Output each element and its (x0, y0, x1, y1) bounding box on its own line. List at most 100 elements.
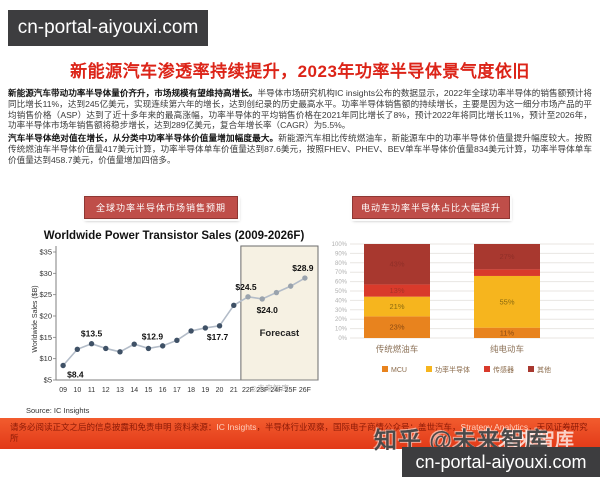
x-tick-label: 12 (102, 387, 110, 394)
y-tick-label: 80% (335, 261, 348, 267)
data-point (259, 296, 265, 302)
paragraph-lead: 新能源汽车带动功率半导体量价齐升，市场规模有望维持高增长。 (8, 88, 258, 98)
data-point (131, 341, 137, 347)
x-tick-label: 10 (73, 387, 81, 394)
bar-segment-MCU (364, 316, 430, 338)
band-logo-watermark: 未来智库 (498, 430, 575, 451)
paragraph: 汽车半导体绝对值在增长，从分类中功率半导体价值量增加幅度最大。新能源汽车相比传统… (8, 133, 592, 165)
x-tick-label: 18 (187, 387, 195, 394)
footer-segment: 请务必阅读正文之后的信息披露和免责申明 资料来源： (10, 422, 217, 432)
line-chart: Worldwide Power Transistor Sales (2009-2… (26, 230, 322, 422)
footer-segment: IC Insights (216, 422, 257, 432)
top-watermark-text: cn-portal-aiyouxi.com (17, 17, 199, 38)
data-label: $24.0 (257, 305, 279, 315)
data-label: $17.7 (207, 332, 229, 342)
y-tick-label: 100% (332, 242, 348, 248)
x-tick-label: 13 (116, 387, 124, 394)
bar-segment-其他 (364, 244, 430, 285)
data-point (188, 328, 194, 334)
footer-segment: ，半导体行业观察，国际电子商情公众号：盖世汽车， (256, 422, 461, 432)
footer-segment: ，天风证券研究所 (10, 422, 588, 443)
bottom-watermark-bar: cn-portal-aiyouxi.com (402, 447, 600, 477)
x-tick-label: 20 (216, 387, 224, 394)
paragraph-lead: 汽车半导体绝对值在增长，从分类中功率半导体价值量增加幅度最大。 (8, 133, 279, 144)
legend-label: 功率半导体 (435, 365, 470, 374)
x-tick-label: 25F (285, 387, 297, 394)
y-tick-label: $5 (44, 376, 52, 385)
data-point (159, 343, 166, 349)
paragraph: 新能源汽车带动功率半导体量价齐升，市场规模有望维持高增长。半导体市场研究机构IC… (8, 88, 592, 131)
footer-segment: Strategy Analytics (460, 422, 529, 432)
segment-label: 55% (499, 297, 514, 306)
data-point (145, 345, 152, 352)
bar-segment-MCU (474, 327, 540, 338)
right-chart-banner: 电动车功率半导体占比大幅提升 (352, 196, 510, 219)
x-tick-label: 21 (230, 387, 238, 394)
left-chart-banner: 全球功率半导体市场销售预期 (84, 196, 238, 219)
category-label: 传统燃油车 (376, 344, 419, 354)
x-tick-label: 23F (256, 387, 268, 394)
y-tick-label: 30% (335, 308, 348, 314)
line-chart-title: Worldwide Power Transistor Sales (2009-2… (43, 230, 305, 242)
forecast-region (240, 245, 319, 381)
x-tick-label: 09 (59, 387, 67, 394)
y-tick-label: 20% (335, 317, 348, 323)
legend-label: 传感器 (493, 365, 514, 374)
y-tick-label: 70% (335, 270, 348, 276)
line-chart-source: Source: IC Insights (26, 406, 90, 415)
y-tick-label: $20 (39, 312, 52, 321)
top-watermark-bar: cn-portal-aiyouxi.com (8, 10, 208, 46)
data-label: $13.5 (81, 329, 103, 339)
paragraph-body: 新能源汽车相比传统燃油车，新能源车中的功率半导体价值量提升幅度较大。按照传统燃油… (8, 133, 592, 165)
y-tick-label: $15 (39, 333, 52, 342)
article-title: 新能源汽车渗透率持续提升，2023年功率半导体景气度依旧 (70, 62, 530, 81)
y-tick-label: 60% (335, 280, 348, 286)
bar-segment-其他 (474, 244, 540, 270)
article-body: 新能源汽车带动功率半导体量价齐升，市场规模有望维持高增长。半导体市场研究机构IC… (8, 88, 592, 168)
data-label: $8.4 (67, 369, 84, 379)
x-tick-label: 24F (270, 387, 282, 394)
bar-segment-传感器 (474, 269, 540, 276)
stacked-bar-chart-canvas: 0% 10% 20% 30% 40% 50% 60% 70% 80% 90% 100% 23% 21% 1… (332, 242, 594, 374)
category-label: 纯电动车 (490, 344, 524, 354)
disclaimer-band: 请务必阅读正文之后的信息披露和免责申明 资料来源：IC Insights，半导体… (0, 418, 600, 449)
segment-label: 27% (499, 252, 514, 261)
segment-label: 43% (389, 260, 404, 269)
x-tick-label: 15 (145, 387, 153, 394)
data-point (287, 283, 294, 289)
stacked-bar-chart: 0% 10% 20% 30% 40% 50% 60% 70% 80% 90% 100% 23% 21% 1… (332, 238, 596, 390)
y-tick-label: $25 (39, 290, 52, 299)
data-point (273, 289, 280, 296)
x-tick-label: 26F (299, 387, 311, 394)
segment-label: 23% (389, 323, 404, 332)
data-point (103, 345, 109, 352)
data-point (60, 362, 66, 369)
bar-segment-传感器 (364, 284, 430, 297)
x-tick-label: 19 (201, 387, 209, 394)
disclaimer-text: 请务必阅读正文之后的信息披露和免责申明 资料来源：IC Insights，半导体… (0, 418, 600, 444)
data-label: $24.5 (235, 282, 257, 292)
segment-label: 13% (389, 286, 404, 295)
data-point (88, 341, 95, 347)
legend-label: MCU (391, 367, 407, 374)
y-tick-label: 10% (335, 327, 348, 333)
data-point (117, 349, 123, 355)
segment-label: 21% (389, 302, 404, 311)
data-point (245, 294, 251, 300)
segment-label: 11% (500, 328, 515, 337)
data-label: $12.9 (142, 331, 164, 341)
data-point (302, 275, 308, 281)
y-tick-label: 90% (335, 251, 348, 257)
data-point (74, 346, 81, 352)
y-tick-label: 50% (335, 289, 348, 295)
y-tick-label: 40% (335, 298, 348, 304)
data-point (231, 302, 237, 309)
y-tick-label: 0% (338, 336, 347, 342)
x-tick-label: 22F (242, 387, 254, 394)
data-point (202, 325, 209, 331)
legend-swatch (426, 366, 432, 372)
legend-swatch (484, 366, 490, 372)
line-chart-canvas: Forecast $5 $10 $15 $20 $25 $30 $35 09 10 11 12 13 14… (39, 245, 319, 394)
data-point (174, 337, 180, 344)
